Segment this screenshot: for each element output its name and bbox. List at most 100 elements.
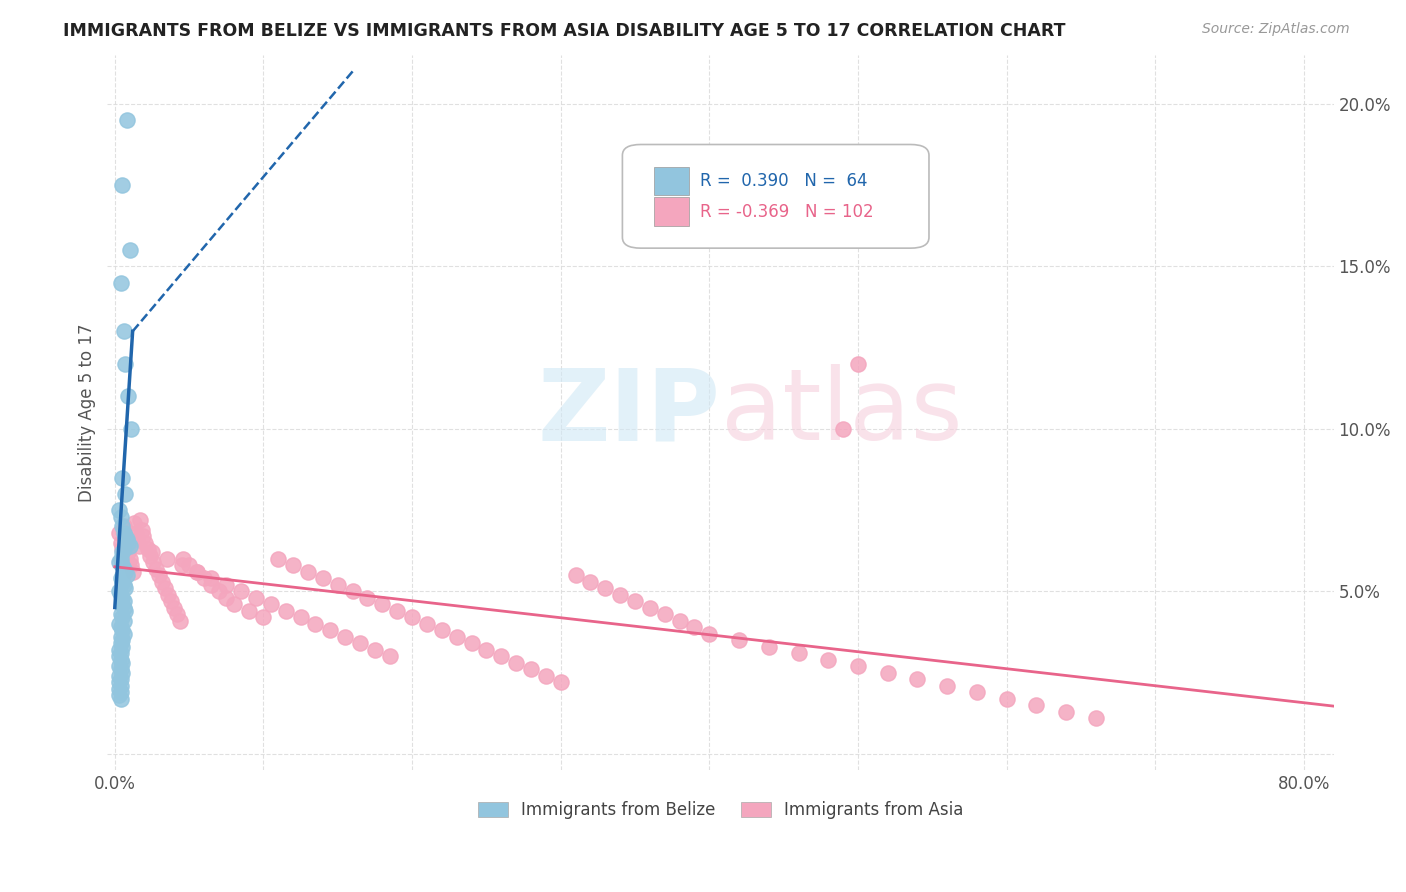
Point [699,626,721,640]
Point [728,633,751,648]
Point [787,646,810,660]
Point [505,656,527,670]
Point [110,652,132,666]
Point [150,574,173,589]
Point [110,630,132,644]
Point [111,665,134,680]
Point [110,646,132,660]
Point [155,581,177,595]
Point [115,533,138,547]
Point [534,669,557,683]
Point [111,656,134,670]
Point [475,642,498,657]
Text: IMMIGRANTS FROM BELIZE VS IMMIGRANTS FROM ASIA DISABILITY AGE 5 TO 17 CORRELATIO: IMMIGRANTS FROM BELIZE VS IMMIGRANTS FRO… [63,22,1066,40]
Point [638,600,661,615]
Point [145,561,167,575]
Point [108,503,131,517]
Point [118,243,141,257]
Point [110,535,132,549]
Point [110,662,132,676]
Point [120,558,142,573]
Point [550,675,572,690]
Point [817,652,839,666]
Point [112,542,135,557]
Point [1084,711,1107,725]
Point [111,519,134,533]
Point [1054,705,1077,719]
Point [111,574,134,589]
Point [112,561,135,575]
Point [110,685,132,699]
Point [252,610,274,624]
Point [215,591,238,605]
Point [312,571,335,585]
Point [401,610,423,624]
Point [110,551,132,566]
Point [846,659,869,673]
FancyBboxPatch shape [623,145,929,248]
Point [118,551,141,566]
Point [319,624,342,638]
Point [129,513,152,527]
Point [200,578,222,592]
Point [139,549,162,563]
Point [108,649,131,664]
Point [111,558,134,573]
Point [112,614,135,628]
Y-axis label: Disability Age 5 to 17: Disability Age 5 to 17 [79,323,96,502]
Point [114,581,136,595]
Point [111,624,134,638]
Point [387,604,409,618]
Point [114,565,136,579]
Point [936,679,959,693]
Point [108,555,131,569]
Point [128,539,150,553]
Point [245,591,267,605]
Point [110,636,132,650]
Point [654,607,676,621]
Point [995,691,1018,706]
Point [108,688,131,702]
Point [160,594,183,608]
Point [290,610,312,624]
Point [260,597,283,611]
Point [121,565,143,579]
Point [215,578,238,592]
Point [1025,698,1047,712]
Point [520,662,543,676]
Point [112,594,135,608]
Point [111,633,134,648]
Point [111,640,134,654]
Point [624,594,647,608]
Point [124,525,146,540]
Point [342,584,364,599]
Point [132,529,155,543]
Point [609,588,631,602]
Point [111,470,134,484]
Point [110,571,132,585]
Point [134,535,156,549]
Point [108,681,131,696]
Point [108,659,131,673]
Point [112,578,135,592]
Point [111,591,134,605]
Point [371,597,394,611]
Point [111,610,134,624]
Point [112,324,135,338]
Point [326,578,349,592]
Point [335,630,357,644]
Point [108,525,131,540]
Point [169,614,191,628]
Point [758,640,780,654]
Point [378,649,401,664]
Point [832,422,855,436]
Point [110,620,132,634]
Point [966,685,988,699]
Point [683,620,706,634]
Point [110,679,132,693]
Point [193,571,215,585]
Text: R =  0.390   N =  64: R = 0.390 N = 64 [700,172,868,190]
Point [114,529,136,543]
Text: ZIP: ZIP [537,364,720,461]
Point [108,642,131,657]
